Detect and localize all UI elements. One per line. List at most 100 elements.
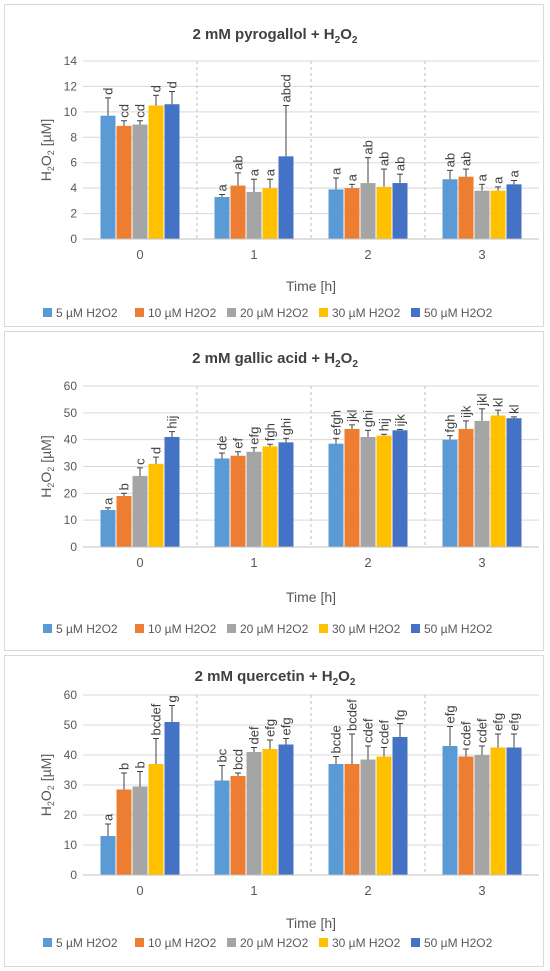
y-axis-label-o: O: [38, 790, 54, 801]
legend-label: 30 µM H2O2: [332, 622, 401, 636]
legend-label: 20 µM H2O2: [240, 936, 309, 950]
bar: [458, 428, 474, 547]
significance-label: cd: [133, 104, 148, 118]
bar: [344, 764, 360, 875]
significance-label: d: [101, 88, 116, 95]
bar: [442, 439, 458, 547]
bar: [360, 183, 376, 239]
bar: [132, 475, 148, 547]
x-axis-label: Time [h]: [286, 589, 336, 605]
legend-label: 50 µM H2O2: [424, 936, 493, 950]
y-axis-label: H2O2 [µM]: [38, 435, 56, 497]
bar: [360, 759, 376, 875]
significance-label: ab: [377, 152, 392, 166]
y-axis-label-unit: [µM]: [38, 435, 54, 466]
bar: [278, 744, 294, 875]
chart-title-sub: 2: [335, 359, 341, 370]
y-tick-label: 30: [64, 460, 78, 474]
y-tick-label: 60: [64, 688, 78, 702]
legend-swatch: [319, 938, 328, 947]
significance-label: a: [329, 167, 344, 175]
y-axis-label-h: H: [38, 488, 54, 498]
significance-label: a: [263, 168, 278, 176]
bar: [100, 836, 116, 875]
y-axis-label-sub: 2: [46, 483, 56, 488]
y-tick-label: 30: [64, 778, 78, 792]
legend-label: 50 µM H2O2: [424, 306, 493, 320]
y-axis-label: H2O2 [µM]: [38, 119, 56, 181]
significance-label: jkl: [345, 410, 360, 423]
bar: [262, 446, 278, 547]
y-tick-label: 6: [70, 156, 77, 170]
significance-label: a: [345, 173, 360, 181]
legend-label: 10 µM H2O2: [148, 306, 217, 320]
significance-label: efg: [491, 713, 506, 731]
x-tick-label: 0: [136, 883, 143, 898]
x-tick-label: 3: [478, 247, 485, 262]
bar: [278, 442, 294, 547]
significance-label: efg: [279, 717, 294, 735]
bar: [262, 188, 278, 239]
y-axis-label-o: O: [38, 155, 54, 166]
significance-label: c: [133, 458, 148, 465]
bar: [490, 415, 506, 547]
significance-label: ab: [231, 155, 246, 169]
legend-swatch: [411, 624, 420, 633]
chart-title-text: 2 mM gallic acid + H: [192, 350, 335, 367]
x-tick-label: 3: [478, 883, 485, 898]
y-axis-label-h: H: [38, 806, 54, 816]
x-tick-label: 1: [250, 247, 257, 262]
x-tick-label: 3: [478, 555, 485, 570]
significance-label: ghi: [279, 418, 294, 435]
x-tick-label: 0: [136, 247, 143, 262]
significance-label: efg: [507, 713, 522, 731]
chart-title-mid: O: [340, 26, 352, 43]
chart-title-end: 2: [352, 359, 358, 370]
significance-label: bcdef: [345, 699, 360, 731]
y-axis-label-sub: 2: [46, 785, 56, 790]
significance-label: ab: [393, 157, 408, 171]
significance-label: bc: [215, 748, 230, 762]
bar: [376, 756, 392, 875]
significance-label: a: [247, 168, 262, 176]
x-tick-label: 2: [364, 247, 371, 262]
significance-label: ijk: [459, 405, 474, 418]
chart-title-text: 2 mM pyrogallol + H: [193, 26, 335, 43]
significance-label: cdef: [361, 718, 376, 743]
x-axis-label: Time [h]: [286, 915, 336, 931]
significance-label: d: [165, 81, 180, 88]
chart-quercetin: 2 mM quercetin + H2O20102030405060abcbcd…: [38, 668, 539, 950]
bar: [164, 436, 180, 547]
chart-title: 2 mM gallic acid + H2O2: [192, 350, 358, 370]
significance-label: fgh: [443, 415, 458, 433]
bar: [376, 435, 392, 547]
y-tick-label: 10: [64, 513, 78, 527]
legend-swatch: [411, 308, 420, 317]
significance-label: cdef: [459, 721, 474, 746]
significance-label: b: [117, 763, 132, 770]
y-tick-label: 0: [70, 868, 77, 882]
chart-title-mid: O: [341, 350, 353, 367]
y-tick-label: 40: [64, 748, 78, 762]
legend-label: 50 µM H2O2: [424, 622, 493, 636]
bar: [474, 755, 490, 875]
y-axis-label-sub: 2: [46, 467, 56, 472]
bar: [214, 780, 230, 875]
bar: [376, 186, 392, 239]
y-axis-label-h: H: [38, 171, 54, 181]
legend-swatch: [319, 308, 328, 317]
x-tick-label: 0: [136, 555, 143, 570]
significance-label: ef: [231, 438, 246, 449]
y-axis-label: H2O2 [µM]: [38, 754, 56, 816]
significance-label: a: [101, 813, 116, 821]
bar: [328, 443, 344, 547]
x-tick-label: 2: [364, 883, 371, 898]
significance-label: cdef: [475, 718, 490, 743]
significance-label: fgh: [263, 423, 278, 441]
y-tick-label: 0: [70, 540, 77, 554]
legend-swatch: [43, 938, 52, 947]
bar: [506, 418, 522, 547]
bar: [344, 428, 360, 547]
significance-label: ghi: [361, 410, 376, 427]
significance-label: b: [117, 483, 132, 490]
